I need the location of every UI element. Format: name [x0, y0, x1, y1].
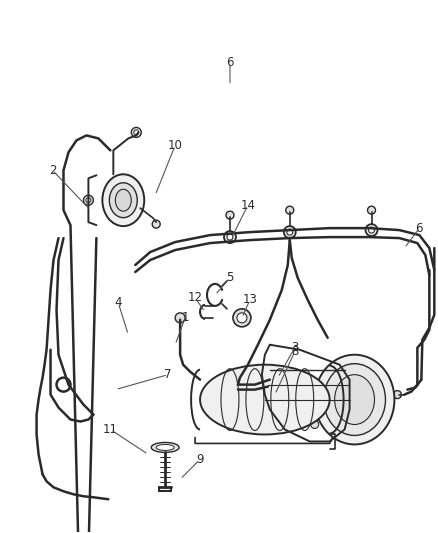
Text: 2: 2: [49, 164, 56, 177]
Text: 1: 1: [181, 311, 189, 325]
Circle shape: [175, 313, 185, 323]
Circle shape: [224, 231, 236, 243]
Circle shape: [237, 313, 247, 323]
Circle shape: [287, 229, 293, 235]
Circle shape: [226, 211, 234, 219]
Text: 5: 5: [226, 271, 233, 285]
Circle shape: [274, 421, 282, 429]
Ellipse shape: [314, 355, 395, 445]
Text: 14: 14: [240, 199, 255, 212]
Circle shape: [284, 226, 296, 238]
Circle shape: [131, 127, 141, 138]
Text: 11: 11: [103, 423, 118, 436]
Text: 12: 12: [187, 292, 203, 304]
Text: 4: 4: [115, 296, 122, 309]
Text: 13: 13: [243, 293, 258, 306]
Text: 3: 3: [291, 341, 298, 354]
Circle shape: [274, 366, 282, 374]
Text: 6: 6: [226, 56, 234, 69]
Ellipse shape: [324, 364, 385, 435]
Ellipse shape: [156, 445, 174, 450]
Circle shape: [286, 206, 294, 214]
Ellipse shape: [110, 183, 137, 217]
Circle shape: [227, 234, 233, 240]
Text: 10: 10: [168, 139, 183, 152]
Text: 8: 8: [291, 345, 298, 358]
Text: 9: 9: [196, 453, 204, 466]
Text: 6: 6: [416, 222, 423, 235]
Circle shape: [57, 378, 71, 392]
Circle shape: [83, 195, 93, 205]
Circle shape: [311, 421, 319, 429]
Circle shape: [368, 227, 374, 233]
Circle shape: [86, 198, 91, 203]
Ellipse shape: [151, 442, 179, 453]
Ellipse shape: [335, 375, 374, 424]
Circle shape: [134, 130, 139, 135]
Circle shape: [366, 224, 378, 236]
Circle shape: [152, 220, 160, 228]
Ellipse shape: [102, 174, 144, 226]
Ellipse shape: [115, 189, 131, 211]
Ellipse shape: [200, 365, 330, 434]
Text: 7: 7: [164, 368, 172, 381]
Circle shape: [393, 391, 401, 399]
Circle shape: [367, 206, 375, 214]
Circle shape: [233, 309, 251, 327]
